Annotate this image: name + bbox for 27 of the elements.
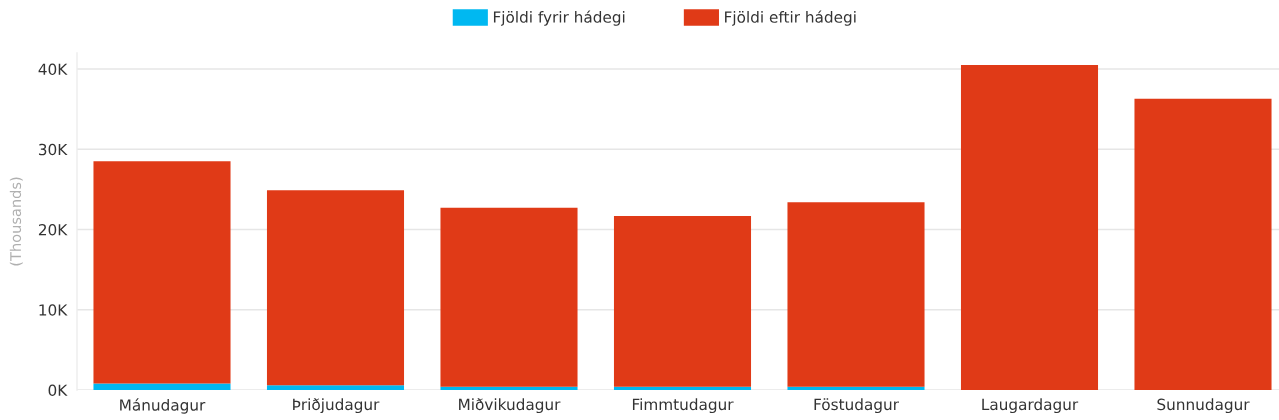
bar	[613, 215, 752, 387]
x-tick-label: Miðvikudagur	[459, 398, 561, 414]
x-tick-label: Þriðjudagur	[293, 398, 380, 414]
legend-label: Fjöldi eftir hádegi	[725, 10, 856, 26]
bar	[440, 386, 578, 390]
legend-label: Fjöldi fyrir hádegi	[493, 10, 625, 26]
y-tick-label: 0K	[48, 384, 68, 397]
x-tick-label: Mánudagur	[120, 398, 206, 414]
y-tick-label: 20K	[38, 223, 68, 236]
bar	[613, 386, 752, 390]
bar	[787, 202, 925, 387]
bar	[960, 65, 1099, 390]
x-tick-label: Föstudagur	[814, 398, 899, 414]
y-tick-label: 30K	[38, 143, 68, 156]
y-tick-label: 40K	[38, 63, 68, 76]
bar	[93, 383, 231, 390]
x-tick-label: Laugardagur	[982, 398, 1079, 414]
bar	[93, 161, 231, 384]
y-tick-label: 10K	[39, 304, 68, 316]
bar	[440, 207, 578, 387]
bar	[266, 385, 405, 390]
bar	[787, 386, 925, 390]
y-axis-title: (Thousands)	[9, 177, 23, 266]
x-tick-label: Sunnudagur	[1157, 398, 1250, 414]
bar	[1134, 98, 1272, 390]
bar	[266, 190, 405, 386]
x-tick-label: Fimmtudagur	[632, 398, 734, 414]
